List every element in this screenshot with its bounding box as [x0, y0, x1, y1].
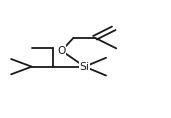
- Text: Si: Si: [80, 62, 90, 72]
- Text: O: O: [57, 46, 66, 56]
